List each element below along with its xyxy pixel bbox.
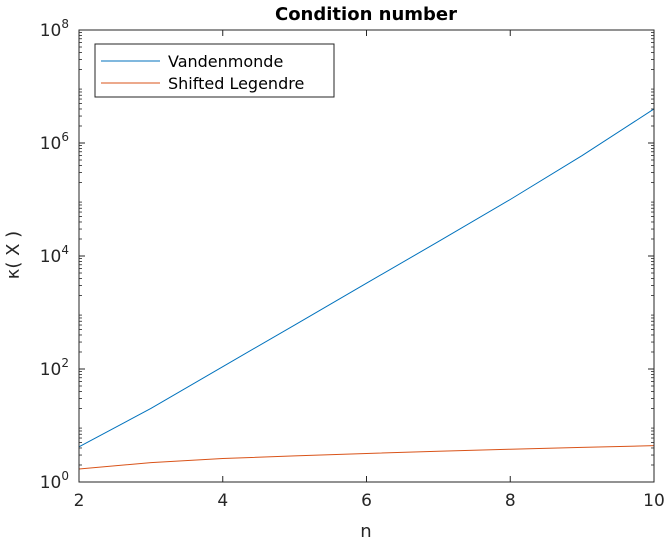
y-tick-label: 104 — [40, 243, 69, 267]
y-tick-label: 106 — [40, 130, 69, 154]
x-tick-label: 4 — [217, 491, 228, 511]
chart-title: Condition number — [275, 4, 457, 25]
series-line-shifted-legendre — [78, 445, 655, 470]
legend-label-vandenmonde: Vandenmonde — [168, 52, 283, 71]
y-tick-label: 102 — [40, 356, 69, 380]
x-axis: 2 4 6 8 10 — [74, 30, 665, 511]
x-tick-label: 6 — [361, 491, 372, 511]
legend-box — [94, 43, 335, 98]
y-tick-label: 100 — [40, 469, 69, 493]
x-tick-label: 2 — [74, 491, 85, 511]
x-axis-label: n — [360, 521, 371, 541]
x-tick-label: 10 — [643, 491, 665, 511]
legend-label-shifted-legendre: Shifted Legendre — [168, 74, 304, 93]
y-axis: 100 102 104 106 108 — [40, 17, 654, 493]
legend: Vandenmonde Shifted Legendre — [94, 43, 335, 98]
series-layer — [78, 108, 655, 470]
y-tick-label: 108 — [40, 17, 69, 41]
plot-area: 2 4 6 8 10 100 102 104 106 108 — [40, 17, 665, 511]
series-line-vandenmonde — [78, 108, 655, 448]
x-tick-label: 8 — [505, 491, 516, 511]
y-axis-label: κ( X ) — [3, 231, 24, 279]
